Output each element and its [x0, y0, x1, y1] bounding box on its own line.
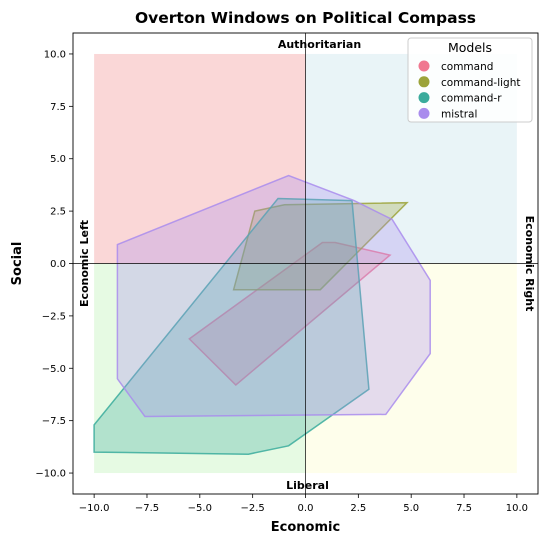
y-tick-label: −7.5	[42, 416, 66, 427]
legend-label-command-light: command-light	[441, 77, 520, 89]
quadrant-label-liberal: Liberal	[286, 479, 329, 492]
y-tick-label: −5.0	[42, 364, 66, 375]
y-tick-label: 0.0	[50, 259, 66, 270]
x-tick-label: 0.0	[298, 503, 314, 514]
legend-title: Models	[448, 40, 492, 55]
x-tick-label: −10.0	[79, 503, 110, 514]
legend-label-command: command	[441, 61, 493, 73]
legend-marker-command-r	[418, 92, 430, 104]
x-axis-ticks: −10.0 −7.5 −5.0 −2.5 0.0 2.5 5.0 7.5 10.0	[79, 494, 528, 514]
x-tick-label: 10.0	[506, 503, 528, 514]
y-axis-ticks: −10.0 −7.5 −5.0 −2.5 0.0 2.5 5.0 7.5 10.0	[35, 49, 73, 480]
x-tick-label: −2.5	[241, 503, 265, 514]
y-axis-label: Social	[10, 242, 25, 286]
quadrant-2	[94, 263, 306, 474]
x-tick-label: −5.0	[188, 503, 212, 514]
quadrant-0	[94, 53, 306, 264]
legend: Models command command-light command-r mist…	[407, 37, 533, 123]
legend-marker-command-light	[418, 76, 430, 88]
x-axis-label: Economic	[271, 520, 340, 535]
polygon-mistral	[116, 174, 431, 418]
chart-title: Overton Windows on Political Compass	[135, 9, 476, 27]
polygon-command-r	[93, 197, 370, 455]
x-tick-label: 7.5	[456, 503, 472, 514]
y-tick-label: −10.0	[35, 469, 66, 480]
y-tick-label: 10.0	[44, 49, 66, 60]
quadrant-label-authoritarian: Authoritarian	[278, 38, 361, 51]
y-tick-label: 5.0	[50, 154, 66, 165]
x-tick-label: −7.5	[135, 503, 159, 514]
legend-items: command command-light command-r mistral	[418, 60, 520, 120]
legend-label-command-r: command-r	[441, 93, 502, 105]
legend-label-mistral: mistral	[441, 108, 477, 120]
legend-marker-command	[418, 60, 430, 72]
legend-box	[407, 37, 533, 123]
x-tick-label: 2.5	[350, 503, 366, 514]
center-axes	[73, 33, 538, 494]
legend-marker-mistral	[418, 107, 430, 119]
quadrant-label-economic-right: Economic Right	[523, 216, 536, 312]
polygon-command-light	[232, 201, 409, 291]
quadrant-label-economic-left: Economic Left	[78, 220, 91, 307]
y-tick-label: 7.5	[50, 102, 66, 113]
y-tick-label: 2.5	[50, 207, 66, 218]
quadrant-3	[305, 263, 517, 474]
overton-polygons	[93, 174, 431, 455]
x-tick-label: 5.0	[403, 503, 419, 514]
polygon-command	[188, 241, 392, 387]
y-tick-label: −2.5	[42, 311, 66, 322]
